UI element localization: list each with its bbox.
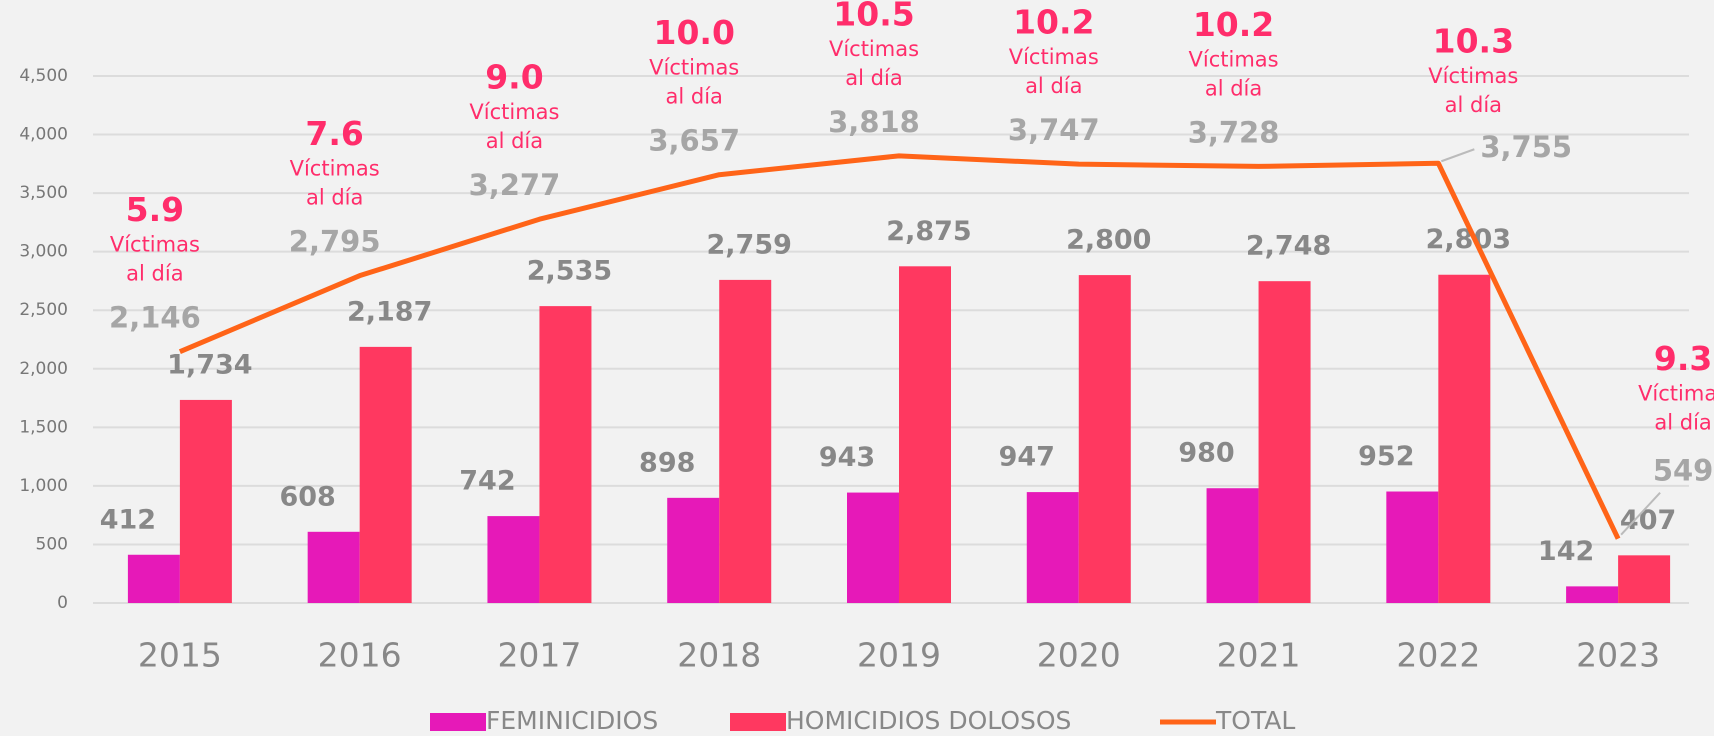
leader-line	[1440, 148, 1475, 163]
total-label: 3,277	[469, 168, 561, 202]
caption: al día	[1654, 411, 1711, 435]
caption: al día	[306, 186, 363, 210]
total-line	[178, 153, 1621, 540]
total-label: 3,657	[648, 124, 740, 158]
bar-label: 2,875	[886, 216, 971, 247]
legend-label: HOMICIDIOS DOLOSOS	[786, 706, 1071, 735]
bar	[1386, 491, 1439, 603]
legend-label: TOTAL	[1215, 706, 1295, 735]
total-label: 549	[1653, 454, 1714, 488]
daily-rate: 7.6	[305, 114, 363, 153]
bar	[487, 516, 540, 603]
y-tick-label: 500	[36, 534, 68, 554]
caption: Víctimas	[1428, 64, 1518, 88]
bar	[1206, 488, 1259, 603]
bar	[1438, 274, 1491, 603]
caption: Víctimas	[1189, 47, 1279, 71]
bar-label: 412	[100, 504, 156, 535]
total-label: 3,728	[1188, 115, 1280, 149]
daily-rate: 9.3	[1654, 339, 1712, 378]
x-tick-label: 2019	[857, 636, 941, 675]
caption: al día	[666, 85, 723, 109]
bar-label: 952	[1358, 441, 1414, 472]
daily-rate: 10.0	[654, 13, 735, 52]
daily-rate: 5.9	[126, 190, 184, 229]
bar-label: 2,748	[1246, 231, 1331, 262]
daily-rate: 10.3	[1433, 22, 1514, 61]
legend-swatch	[430, 713, 486, 731]
caption: Víctimas	[290, 157, 380, 181]
daily-rate: 10.5	[833, 0, 914, 33]
bar-label: 2,187	[347, 296, 432, 327]
bar	[179, 399, 232, 603]
y-tick-label: 4,500	[19, 66, 68, 86]
bar-label: 1,734	[167, 349, 252, 380]
caption: al día	[845, 66, 902, 90]
bar-label: 608	[279, 481, 335, 512]
caption: Víctimas	[829, 37, 919, 61]
caption: al día	[1205, 76, 1262, 100]
legend-swatch	[730, 713, 786, 731]
y-tick-label: 0	[57, 593, 68, 613]
caption: Víctimas	[1009, 45, 1099, 69]
bar	[307, 531, 360, 603]
caption: al día	[1025, 74, 1082, 98]
caption: Víctimas	[1638, 382, 1714, 406]
caption: al día	[1445, 93, 1502, 117]
bar	[847, 492, 899, 603]
bar	[719, 279, 772, 603]
bar-label: 2,535	[527, 256, 612, 287]
y-tick-label: 2,500	[19, 300, 68, 320]
bar	[1258, 281, 1311, 603]
bar-label: 142	[1538, 536, 1594, 567]
caption: Víctimas	[649, 56, 739, 80]
total-label: 3,755	[1480, 130, 1572, 164]
caption: al día	[486, 129, 543, 153]
x-tick-label: 2020	[1037, 636, 1121, 675]
y-tick-label: 2,000	[19, 359, 68, 379]
x-tick-label: 2018	[677, 636, 761, 675]
total-label: 2,795	[289, 225, 381, 259]
bar	[899, 266, 951, 603]
x-tick-label: 2022	[1396, 636, 1480, 675]
daily-rate: 10.2	[1193, 5, 1274, 44]
y-tick-label: 4,000	[19, 125, 68, 145]
bar	[127, 554, 180, 603]
bar	[359, 346, 412, 603]
y-tick-label: 1,500	[19, 417, 68, 437]
x-tick-label: 2016	[318, 636, 402, 675]
caption: Víctimas	[110, 233, 200, 257]
caption: al día	[126, 262, 183, 286]
total-label: 3,818	[828, 105, 920, 139]
bar	[1026, 492, 1079, 603]
daily-rate: 9.0	[485, 58, 543, 97]
x-tick-label: 2021	[1217, 636, 1301, 675]
bar-label: 943	[819, 442, 875, 473]
caption: Víctimas	[469, 100, 559, 124]
bar	[539, 306, 592, 603]
bar-label: 742	[459, 466, 515, 497]
y-tick-label: 1,000	[19, 476, 68, 496]
y-tick-label: 3,500	[19, 183, 68, 203]
bar	[1618, 555, 1671, 603]
x-tick-label: 2015	[138, 636, 222, 675]
bar-label: 947	[999, 442, 1055, 473]
daily-rate: 10.2	[1013, 3, 1094, 42]
x-tick-label: 2023	[1576, 636, 1660, 675]
bar	[1078, 275, 1131, 603]
bar	[667, 497, 720, 603]
bar-label: 2,759	[707, 229, 792, 260]
legend-label: FEMINICIDIOS	[486, 706, 658, 735]
bar	[1566, 586, 1619, 603]
leader-line	[1620, 492, 1661, 536]
bar-label: 898	[639, 447, 695, 478]
total-label: 2,146	[109, 301, 201, 335]
bar-label: 407	[1620, 505, 1676, 536]
bar-label: 980	[1178, 438, 1234, 469]
total-label: 3,747	[1008, 113, 1100, 147]
y-tick-label: 3,000	[19, 242, 68, 262]
x-tick-label: 2017	[497, 636, 581, 675]
bar-label: 2,800	[1066, 225, 1151, 256]
